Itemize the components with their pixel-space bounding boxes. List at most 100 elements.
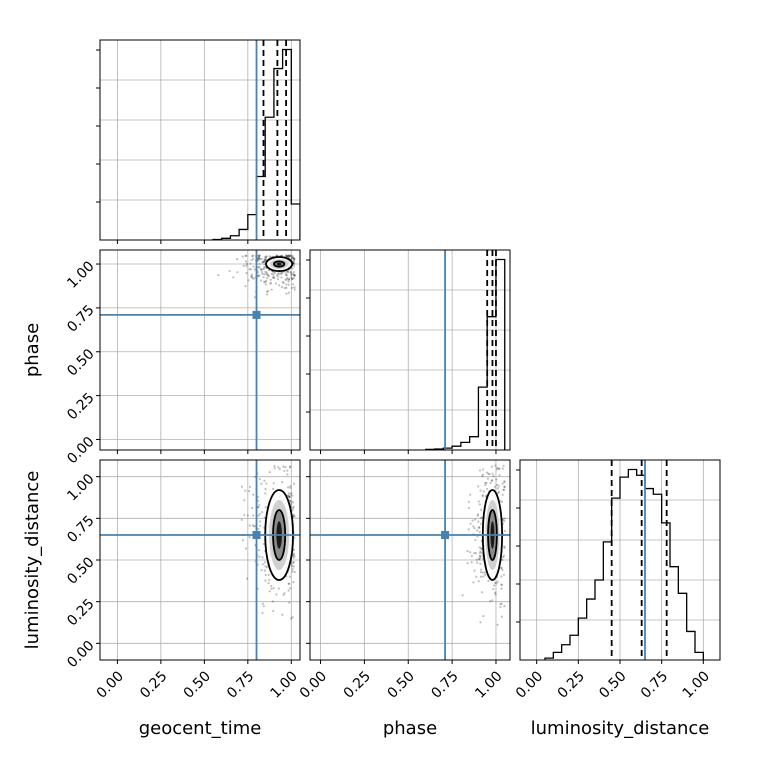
scatter-point (501, 482, 504, 485)
scatter-point (263, 265, 266, 269)
scatter-point (288, 255, 291, 258)
scatter-point (263, 263, 266, 266)
scatter-point (257, 274, 260, 277)
scatter-point (482, 575, 485, 578)
scatter-point (478, 554, 482, 557)
scatter-point (503, 480, 506, 483)
scatter-point (292, 556, 295, 559)
scatter-point (248, 268, 251, 271)
scatter-point (257, 506, 260, 509)
scatter-point (288, 496, 291, 499)
scatter-point (258, 503, 261, 507)
scatter-point (245, 272, 248, 275)
scatter-point (247, 279, 250, 282)
scatter-point (494, 593, 497, 596)
scatter-point (477, 557, 481, 560)
scatter-point (289, 493, 292, 496)
scatter-point (264, 258, 267, 261)
scatter-point (270, 272, 273, 276)
scatter-point (481, 473, 485, 476)
scatter-point (481, 495, 484, 498)
scatter-point (490, 479, 494, 482)
scatter-point (286, 473, 289, 476)
scatter-point (276, 278, 280, 281)
scatter-point (253, 525, 256, 528)
scatter-point (252, 265, 255, 268)
panel-content (310, 250, 510, 450)
scatter-point (293, 286, 296, 289)
scatter-point (503, 605, 506, 608)
y-tick-label: 0.00 (64, 638, 97, 671)
scatter-point (289, 270, 292, 274)
x-tick-label: 0.25 (555, 668, 588, 701)
scatter-point (277, 587, 280, 590)
scatter-point (261, 556, 264, 559)
scatter-point (503, 529, 506, 533)
contour-inner (273, 260, 286, 268)
scatter-point (277, 275, 280, 278)
scatter-point (258, 274, 261, 277)
scatter-point (469, 551, 472, 554)
scatter-point (478, 469, 482, 472)
scatter-point (291, 256, 294, 259)
scatter-point (273, 467, 276, 470)
scatter-point (292, 276, 295, 280)
scatter-point (270, 587, 273, 590)
scatter-point (252, 514, 255, 517)
scatter-point (281, 480, 284, 484)
x-tick-label: 0.00 (297, 668, 330, 701)
scatter-point (287, 589, 290, 592)
scatter-point (263, 258, 266, 261)
scatter-point (289, 587, 292, 590)
scatter-point (276, 274, 279, 277)
scatter-point (265, 271, 268, 274)
scatter-point (500, 575, 503, 578)
scatter-point (480, 552, 483, 555)
scatter-point (264, 258, 267, 262)
scatter-point (477, 580, 480, 583)
density-peak (276, 262, 282, 266)
scatter-point (489, 600, 492, 603)
scatter-point (258, 257, 261, 260)
scatter-point (291, 570, 294, 573)
panel-geocent_time-geocent_time (96, 39, 301, 244)
scatter-point (268, 590, 271, 593)
scatter-point (490, 465, 493, 468)
scatter-point (286, 271, 289, 274)
scatter-point (217, 274, 220, 277)
scatter-point (288, 575, 291, 578)
scatter-point (291, 494, 294, 497)
scatter-point (499, 603, 502, 606)
scatter-point (470, 561, 473, 564)
scatter-point (293, 259, 296, 262)
scatter-point (466, 562, 469, 565)
scatter-point (245, 254, 248, 257)
scatter-point (270, 584, 273, 588)
scatter-point (256, 495, 260, 498)
scatter-point (292, 561, 295, 564)
scatter-point (289, 500, 293, 503)
scatter-point (256, 499, 260, 502)
scatter-point (496, 466, 499, 469)
x-tick-label: 1.00 (680, 668, 713, 701)
scatter-point (503, 481, 506, 484)
scatter-point (467, 506, 470, 510)
scatter-point (265, 272, 268, 276)
scatter-point (278, 467, 281, 471)
scatter-point (480, 568, 483, 571)
scatter-point (290, 254, 293, 257)
scatter-point (261, 268, 264, 271)
scatter-point (291, 616, 294, 619)
x-tick-label: 0.00 (94, 668, 127, 701)
scatter-point (287, 255, 290, 258)
scatter-point (244, 547, 248, 550)
scatter-point (253, 475, 257, 479)
scatter-point (267, 573, 270, 576)
y-axis-label-phase: phase (22, 323, 43, 377)
scatter-point (277, 466, 280, 469)
scatter-point (260, 568, 263, 572)
scatter-point (253, 296, 257, 299)
scatter-point (245, 264, 248, 267)
panel-luminosity_distance-luminosity_distance: 0.00 0.25 0.50 0.75 1.00 luminosity_distance (513, 459, 721, 739)
scatter-point (484, 481, 487, 485)
